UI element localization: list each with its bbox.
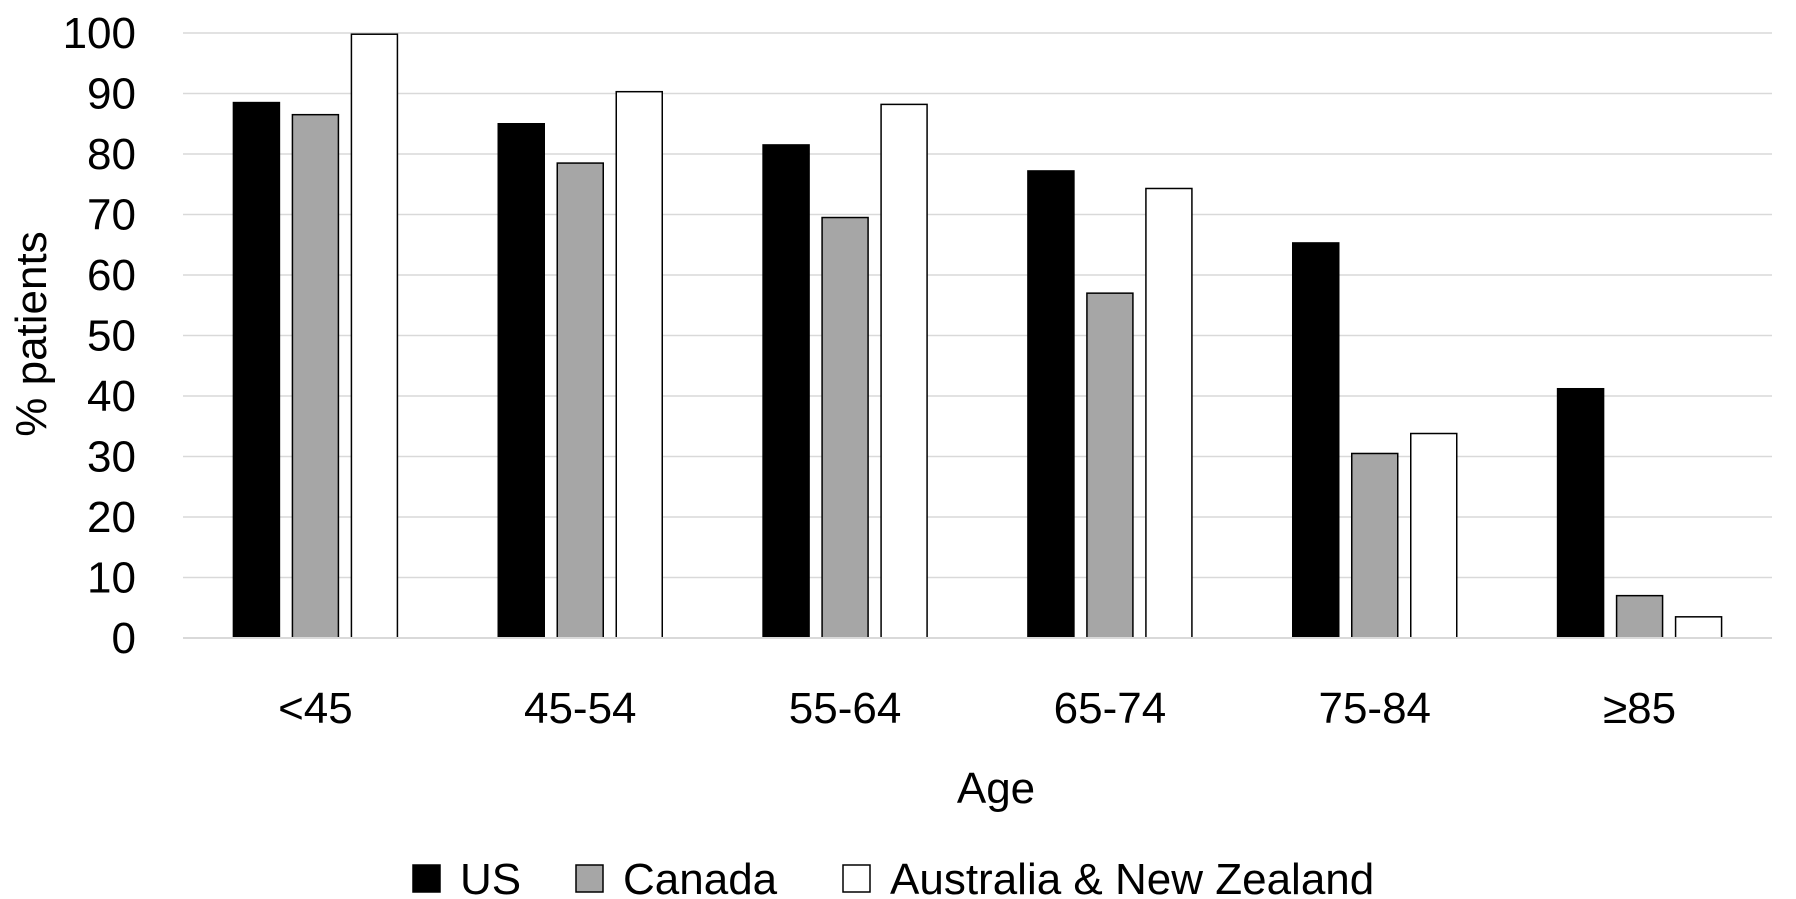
x-tick-label: 55-64 <box>789 684 902 733</box>
y-tick-label: 30 <box>87 433 136 482</box>
bar <box>1556 387 1605 639</box>
x-tick-label: ≥85 <box>1603 684 1676 733</box>
x-tick-label: <45 <box>278 684 353 733</box>
bar <box>1145 187 1193 639</box>
legend-swatch <box>412 864 441 893</box>
bar <box>1292 242 1340 639</box>
legend-label: Australia & New Zealand <box>890 855 1374 899</box>
y-tick-label: 20 <box>87 493 136 542</box>
legend: US Canada Australia & New Zealand <box>412 855 1374 899</box>
y-tick-label: 100 <box>63 9 136 58</box>
bar <box>1086 292 1134 639</box>
legend-swatch <box>575 864 604 893</box>
y-tick-label: 80 <box>87 130 136 179</box>
x-axis-ticks: <45 45-54 55-64 65-74 75-84 ≥85 <box>278 684 1676 733</box>
y-tick-label: 10 <box>87 554 136 603</box>
bar <box>762 144 810 639</box>
y-axis-title: % patients <box>7 231 56 436</box>
legend-label: US <box>460 855 521 899</box>
legend-label: Canada <box>623 855 778 899</box>
y-axis-ticks: 0 10 20 30 40 50 60 70 80 90 100 <box>63 9 136 663</box>
bar <box>232 101 281 639</box>
gridlines <box>183 32 1772 579</box>
y-tick-label: 70 <box>87 191 136 240</box>
x-axis-title: Age <box>957 764 1035 813</box>
y-tick-label: 40 <box>87 372 136 421</box>
bar <box>350 33 399 639</box>
bar <box>1615 594 1664 639</box>
y-tick-label: 0 <box>112 614 136 663</box>
bar <box>556 162 604 639</box>
bar <box>880 103 928 639</box>
y-tick-label: 50 <box>87 312 136 361</box>
bar <box>1410 432 1458 639</box>
bar <box>1027 170 1075 639</box>
x-tick-label: 75-84 <box>1318 684 1431 733</box>
bar <box>1674 616 1723 639</box>
x-tick-label: 65-74 <box>1054 684 1167 733</box>
bar <box>1351 452 1399 639</box>
bar <box>821 216 869 639</box>
bar <box>497 123 545 639</box>
x-tick-label: 45-54 <box>524 684 637 733</box>
bar <box>615 90 663 639</box>
y-tick-label: 90 <box>87 70 136 119</box>
y-tick-label: 60 <box>87 251 136 300</box>
bar <box>291 113 340 639</box>
legend-swatch <box>842 864 871 893</box>
